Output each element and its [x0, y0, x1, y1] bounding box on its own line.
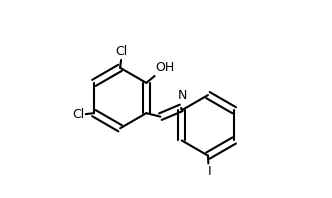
- Text: Cl: Cl: [115, 45, 127, 58]
- Text: N: N: [178, 89, 188, 102]
- Text: I: I: [208, 165, 211, 178]
- Text: Cl: Cl: [72, 108, 85, 121]
- Text: OH: OH: [155, 62, 175, 74]
